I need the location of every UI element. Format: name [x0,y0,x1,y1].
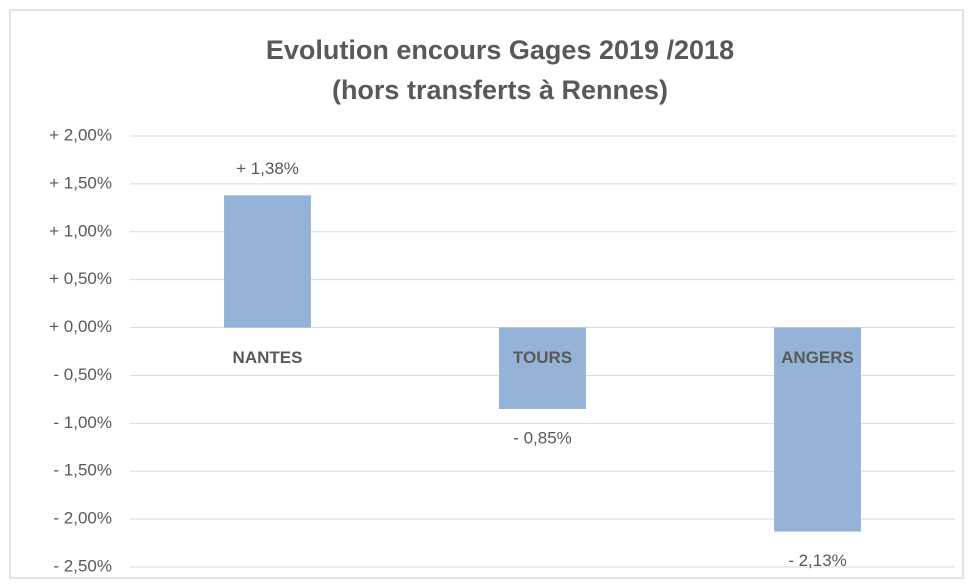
bar [774,327,861,532]
x-tick-label: NANTES [233,348,303,367]
y-tick-label: - 2,50% [53,556,112,575]
chart-title: Evolution encours Gages 2019 /2018 [266,35,734,65]
y-tick-label: - 1,50% [53,461,112,480]
y-tick-label: - 1,00% [53,413,112,432]
y-tick-label: + 2,00% [49,125,112,144]
y-tick-label: + 1,00% [49,221,112,240]
value-label: - 2,13% [788,551,847,570]
value-label: + 1,38% [236,159,299,178]
value-label: - 0,85% [513,428,572,447]
chart-subtitle: (hors transferts à Rennes) [332,75,668,105]
y-tick-label: - 2,00% [53,509,112,528]
y-tick-label: + 0,00% [49,317,112,336]
y-tick-label: + 0,50% [49,269,112,288]
y-tick-label: - 0,50% [53,365,112,384]
x-tick-label: ANGERS [781,348,854,367]
bar [224,195,311,328]
x-tick-label: TOURS [513,348,572,367]
y-tick-label: + 1,50% [49,173,112,192]
bar [499,327,586,409]
